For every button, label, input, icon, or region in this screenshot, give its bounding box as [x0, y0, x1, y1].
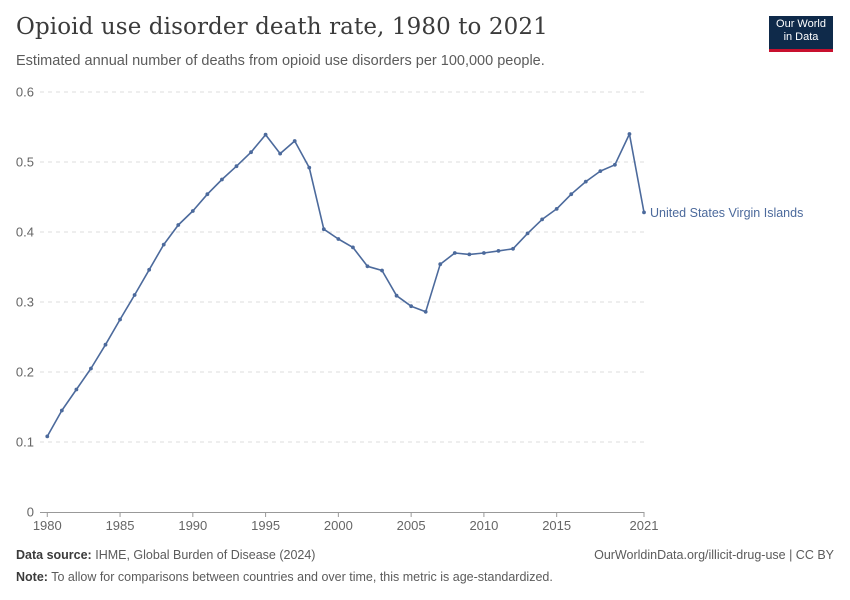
y-tick-label: 0.3 [16, 295, 34, 310]
series-label: United States Virgin Islands [650, 206, 803, 220]
x-tick-label: 1980 [33, 518, 62, 533]
data-source-text[interactable]: IHME, Global Burden of Disease (2024) [95, 548, 316, 562]
data-point [438, 262, 443, 267]
x-tick-label: 2015 [542, 518, 571, 533]
y-tick-label: 0 [27, 505, 34, 520]
data-point [394, 293, 399, 298]
data-point [380, 268, 384, 273]
x-tick-label: 2005 [397, 518, 426, 533]
data-point [452, 251, 457, 255]
data-point [205, 192, 210, 197]
source-link[interactable]: OurWorldinData.org/illicit-drug-use | CC… [594, 548, 834, 562]
data-point [511, 246, 515, 251]
data-source-label: Data source: [16, 548, 92, 562]
data-point [612, 162, 617, 167]
data-point [351, 245, 355, 250]
chart-title: Opioid use disorder death rate, 1980 to … [16, 14, 548, 40]
x-tick-label: 2000 [324, 518, 353, 533]
data-point [190, 209, 195, 213]
data-point [467, 252, 472, 257]
x-tick-label: 2010 [469, 518, 498, 533]
data-point [554, 207, 559, 211]
data-source: Data source: IHME, Global Burden of Dise… [16, 548, 315, 562]
data-point [89, 366, 93, 371]
y-tick-label: 0.2 [16, 365, 34, 380]
x-tick-label: 1995 [251, 518, 280, 533]
data-point [642, 210, 646, 215]
data-point [103, 342, 108, 347]
data-point [220, 177, 224, 182]
data-point [278, 151, 283, 156]
data-point [336, 237, 341, 241]
data-point [132, 293, 137, 297]
note-label: Note: [16, 570, 48, 584]
data-point [423, 309, 428, 314]
data-point [234, 164, 239, 169]
data-point [365, 264, 370, 269]
data-point [598, 169, 603, 174]
y-tick-label: 0.6 [16, 85, 34, 100]
y-tick-label: 0.5 [16, 155, 34, 170]
logo-line-1: Our World [776, 18, 826, 30]
data-point [409, 304, 414, 309]
data-point [263, 132, 268, 137]
data-point [321, 227, 326, 232]
chart-note: Note: To allow for comparisons between c… [16, 570, 553, 584]
data-point [176, 223, 181, 227]
y-tick-label: 0.1 [16, 435, 34, 450]
chart-subtitle: Estimated annual number of deaths from o… [16, 53, 545, 69]
data-point [161, 242, 166, 247]
data-point [118, 317, 122, 322]
data-point [45, 434, 50, 439]
y-tick-label: 0.4 [16, 225, 34, 240]
x-tick-label: 2021 [630, 518, 659, 533]
data-point [249, 150, 253, 155]
series-line [46, 133, 645, 437]
data-point [307, 165, 312, 170]
data-point [540, 217, 545, 222]
data-point [147, 267, 152, 272]
logo-line-2: in Data [783, 31, 819, 43]
data-point [74, 387, 79, 392]
data-point [59, 408, 64, 413]
data-point [627, 132, 632, 136]
owid-logo[interactable]: Our World in Data [769, 16, 833, 52]
x-tick-label: 1985 [106, 518, 135, 533]
note-text: To allow for comparisons between countri… [51, 570, 553, 584]
data-point [525, 231, 530, 236]
data-point [496, 249, 501, 253]
data-point [292, 139, 297, 143]
data-point [482, 251, 486, 255]
x-tick-label: 1990 [178, 518, 207, 533]
data-point [569, 192, 574, 197]
data-point [583, 179, 588, 184]
